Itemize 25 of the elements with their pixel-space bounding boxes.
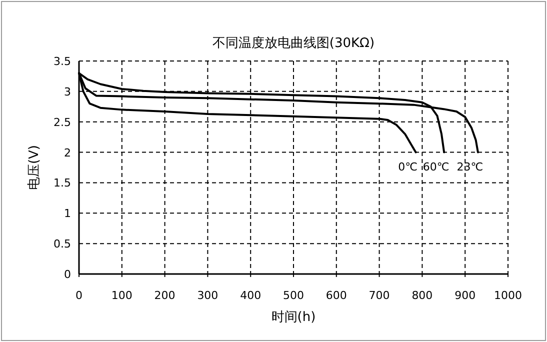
x-tick-label: 600 [326,289,347,302]
x-tick-label: 400 [240,289,262,302]
x-tick-label: 0 [76,289,82,302]
y-tick-label: 2 [64,146,71,160]
x-tick-label: 800 [412,289,433,302]
x-tick-label: 700 [368,289,390,302]
series-label: 0℃ [398,160,418,174]
series-label: 23℃ [456,160,484,174]
x-axis-title: 时间(h) [271,310,316,325]
x-tick-label: 100 [111,289,132,302]
y-tick-label: 2.5 [54,116,71,129]
y-tick-label: 3 [64,85,71,98]
y-axis-title: 电压(V) [27,144,42,190]
x-tick-label: 300 [197,289,218,302]
series-label: 60℃ [422,160,450,174]
y-tick-label: 0 [64,268,71,281]
y-tick-label: 1 [64,207,71,220]
chart-title: 不同温度放电曲线图(30KΩ) [212,35,375,51]
y-tick-label: 0.5 [54,238,71,251]
x-tick-label: 900 [454,289,476,302]
y-tick-label: 3.5 [54,55,71,68]
x-tick-label: 500 [283,289,304,302]
x-tick-label: 1000 [494,289,522,302]
x-tick-label: 200 [154,289,176,302]
y-tick-label: 1.5 [54,176,71,190]
